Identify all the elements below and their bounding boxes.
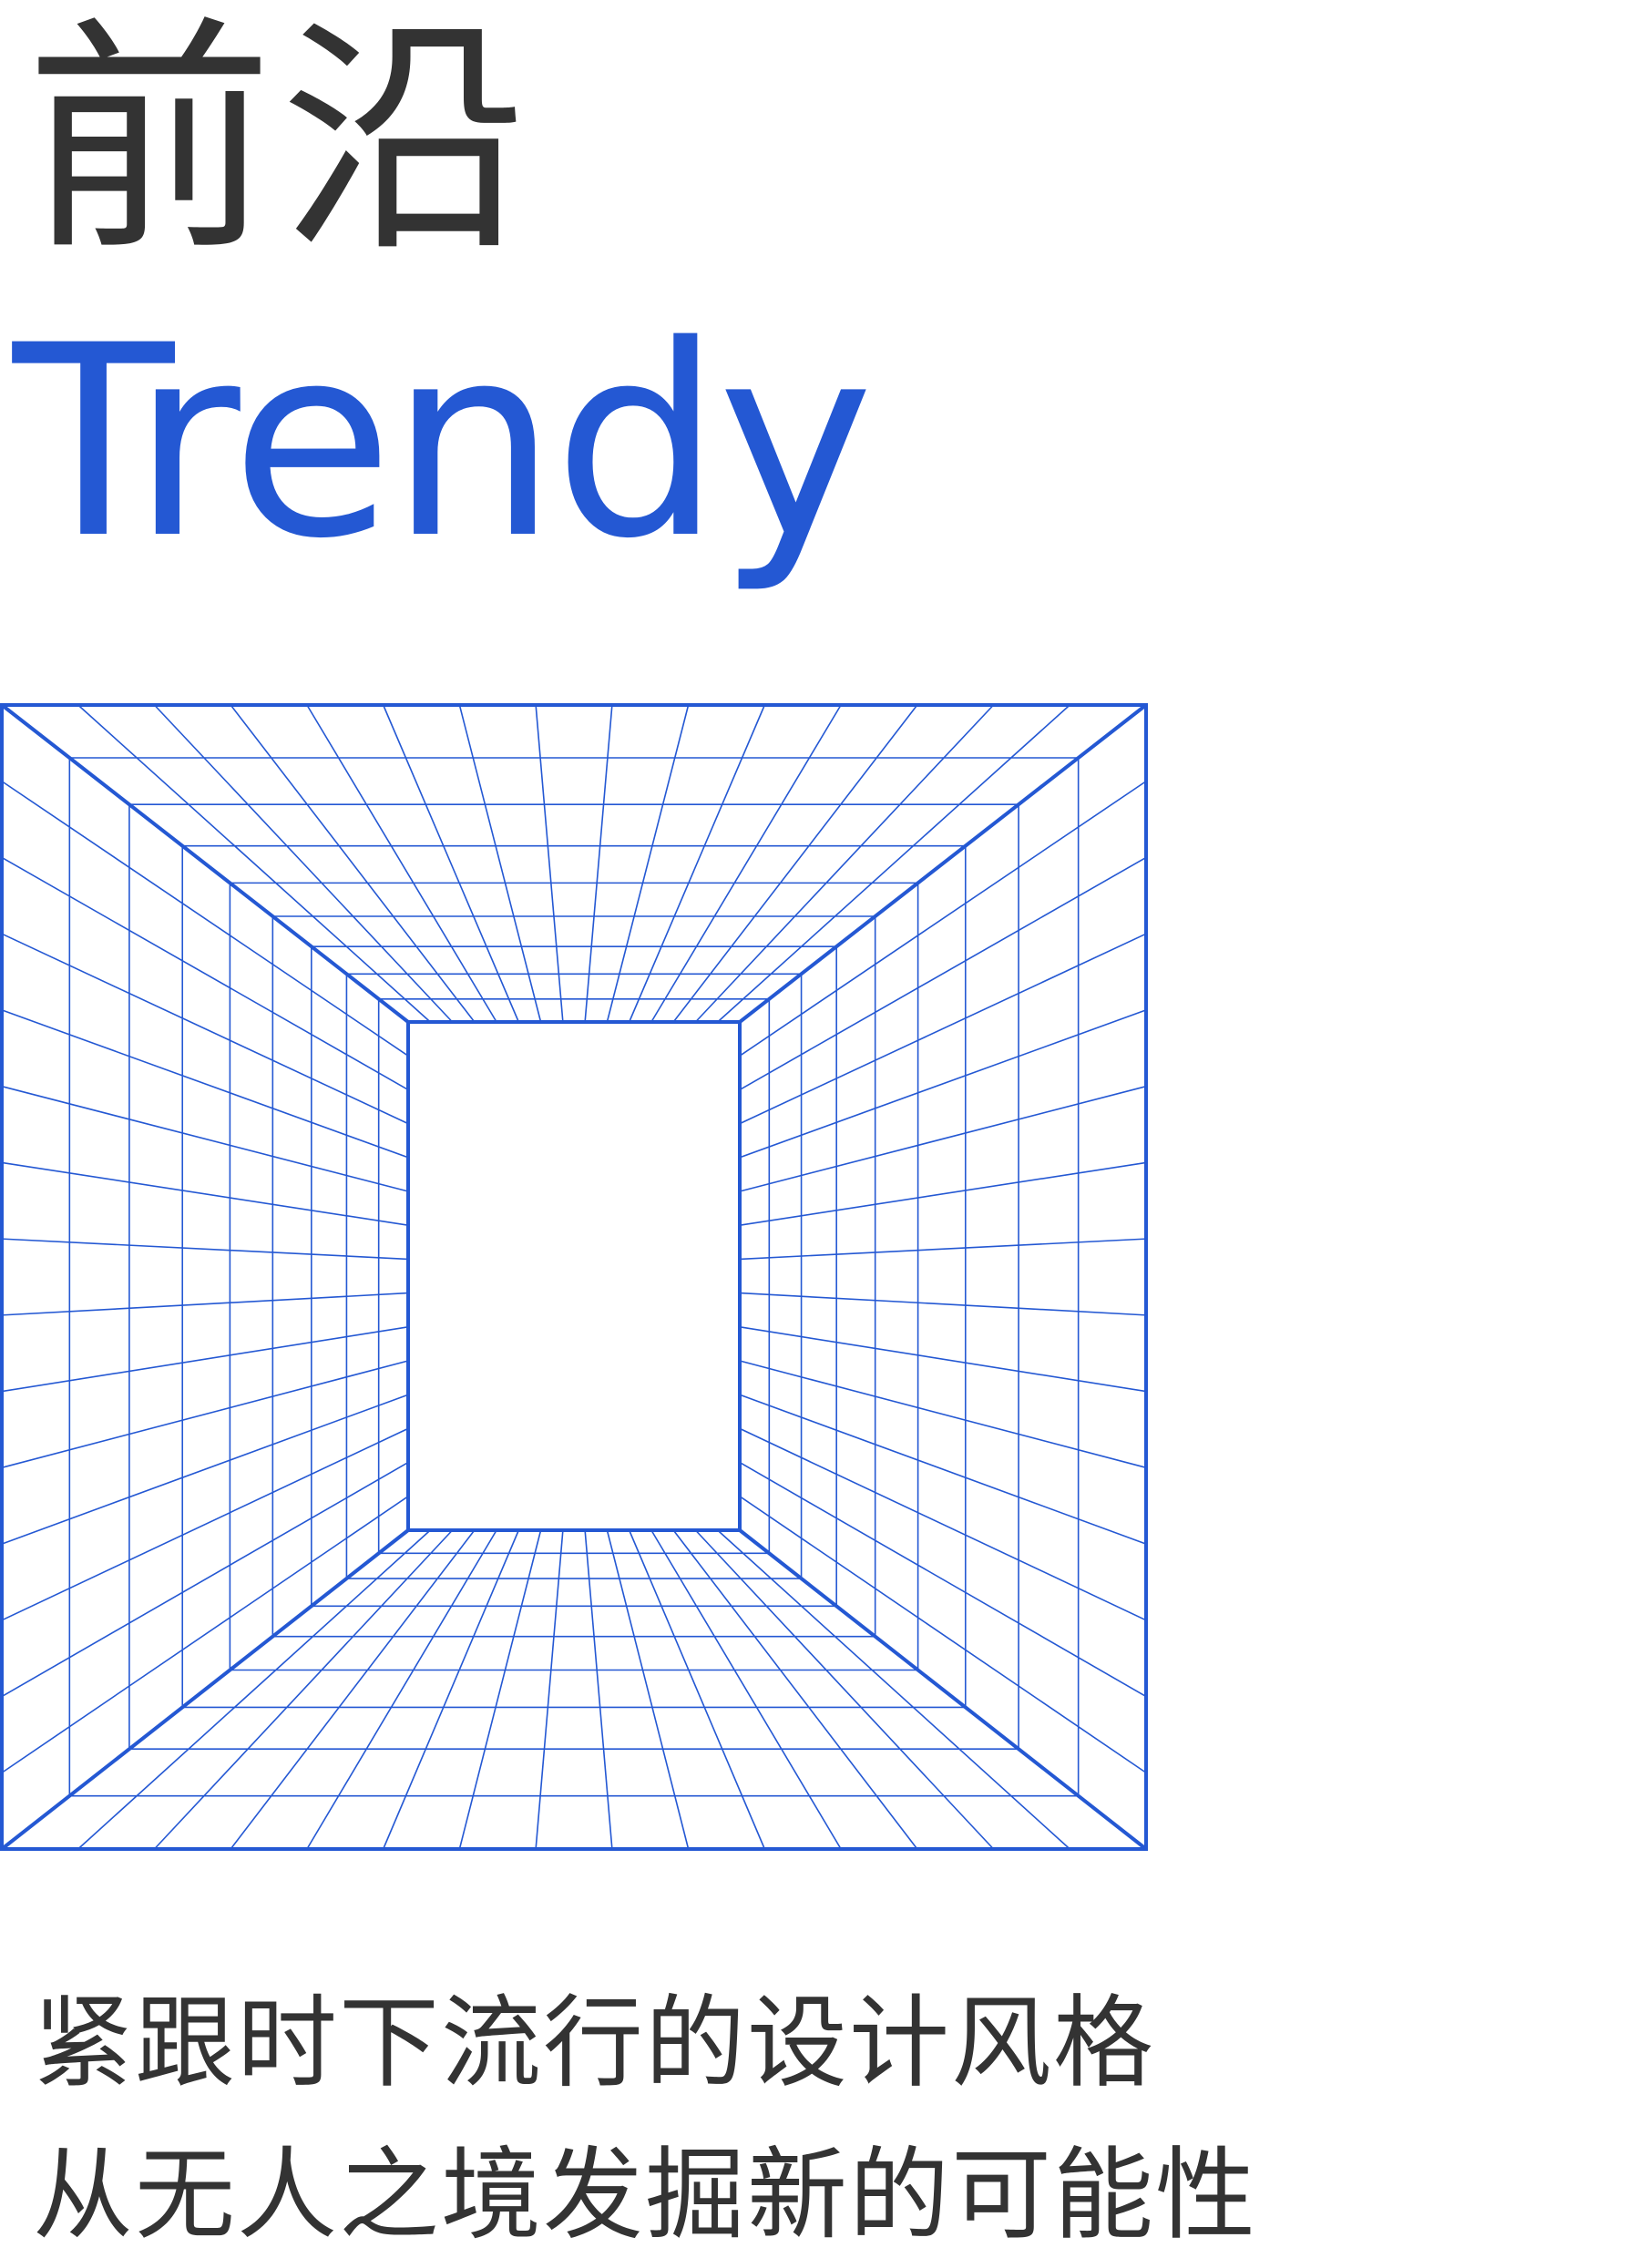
outer-frame (0, 703, 1148, 1851)
corner-diagonal (738, 1528, 1148, 1851)
corner-diagonal (0, 703, 410, 1024)
slogan-line-1: 紧跟时下流行的设计风格 (33, 1985, 1155, 2101)
page-title-english: Trendy (13, 290, 874, 597)
corner-diagonal (0, 1528, 410, 1851)
page-title-chinese: 前沿 (26, 0, 536, 285)
corner-diagonal (738, 703, 1148, 1024)
perspective-grid-tunnel-icon (0, 703, 1148, 1851)
slogan-line-2: 从无人之境发掘新的可能性 (33, 2137, 1257, 2253)
inner-frame (406, 1020, 742, 1532)
grid-lines (1, 704, 1147, 1850)
frame-lines (0, 703, 1148, 1851)
